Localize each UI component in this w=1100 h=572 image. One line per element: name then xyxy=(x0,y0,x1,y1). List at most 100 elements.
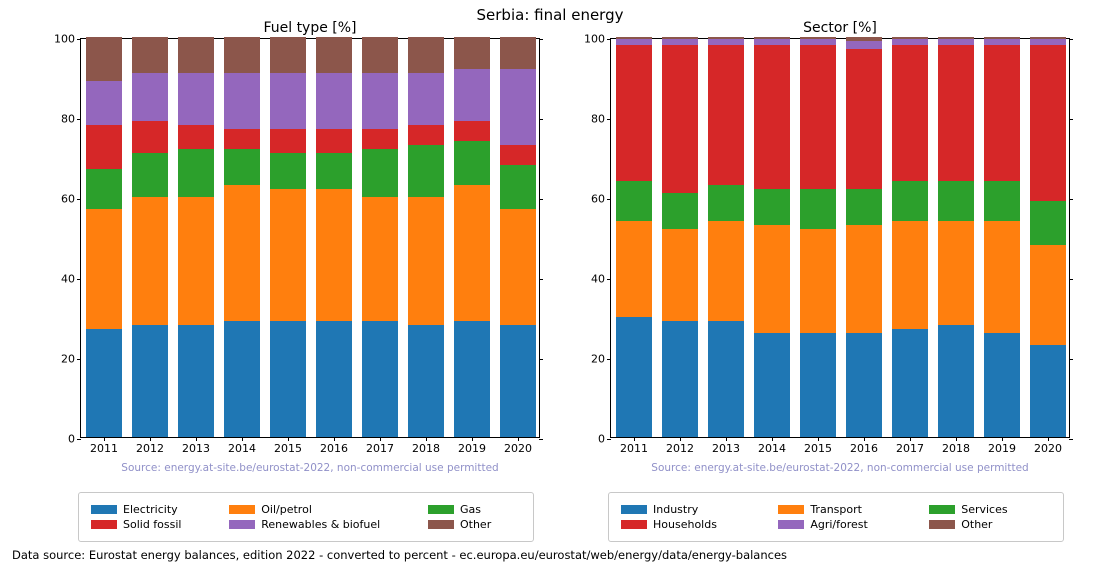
bar-segment xyxy=(500,209,536,325)
y-tick-mark xyxy=(539,119,543,120)
figure-footer: Data source: Eurostat energy balances, e… xyxy=(12,548,787,562)
bar-segment xyxy=(616,39,652,45)
y-tick-label: 40 xyxy=(43,273,75,286)
bar-segment xyxy=(500,165,536,209)
bar-segment xyxy=(846,41,882,49)
legend-swatch xyxy=(929,505,955,514)
bar-segment xyxy=(662,321,698,437)
bar-segment xyxy=(800,333,836,437)
bar-segment xyxy=(132,153,168,197)
x-tick-label: 2013 xyxy=(712,442,740,455)
x-tick-label: 2014 xyxy=(758,442,786,455)
bar-segment xyxy=(454,185,490,321)
legend-label: Agri/forest xyxy=(810,518,868,531)
bar-segment xyxy=(500,37,536,69)
bar-segment xyxy=(316,153,352,189)
bar-segment xyxy=(662,229,698,321)
panel-sector: Sector [%] 02040608010020112012201320142… xyxy=(610,38,1070,438)
bar-segment xyxy=(224,37,260,73)
bar-segment xyxy=(616,221,652,317)
legend-item: Other xyxy=(428,518,521,531)
bar-segment xyxy=(938,325,974,437)
y-tick-mark xyxy=(77,279,81,280)
y-tick-mark xyxy=(607,199,611,200)
bar-column xyxy=(938,39,974,437)
x-tick-label: 2011 xyxy=(620,442,648,455)
bar-segment xyxy=(800,229,836,333)
y-tick-mark xyxy=(607,119,611,120)
bar-segment xyxy=(316,37,352,73)
legend-item: Other xyxy=(929,518,1051,531)
legend-swatch xyxy=(91,505,117,514)
y-tick-mark xyxy=(77,119,81,120)
legend-swatch xyxy=(428,520,454,529)
y-tick-label: 60 xyxy=(43,193,75,206)
bar-segment xyxy=(408,197,444,325)
y-tick-label: 20 xyxy=(43,353,75,366)
bar-segment xyxy=(178,197,214,325)
panel-sector-source: Source: energy.at-site.be/eurostat-2022,… xyxy=(610,462,1070,474)
bar-segment xyxy=(224,129,260,149)
bar-segment xyxy=(892,37,928,39)
x-tick-mark xyxy=(426,437,427,441)
legend-item: Transport xyxy=(778,503,911,516)
x-tick-label: 2012 xyxy=(136,442,164,455)
bar-column xyxy=(316,39,352,437)
bar-segment xyxy=(1030,201,1066,245)
x-tick-label: 2012 xyxy=(666,442,694,455)
bar-segment xyxy=(454,321,490,437)
legend-label: Oil/petrol xyxy=(261,503,312,516)
bar-segment xyxy=(178,125,214,149)
bar-segment xyxy=(408,37,444,73)
bar-segment xyxy=(800,39,836,45)
bar-segment xyxy=(316,73,352,129)
y-tick-label: 40 xyxy=(573,273,605,286)
y-tick-mark xyxy=(539,359,543,360)
bar-column xyxy=(846,39,882,437)
legend-label: Other xyxy=(961,518,992,531)
bar-segment xyxy=(132,73,168,121)
legend-swatch xyxy=(929,520,955,529)
bar-segment xyxy=(178,37,214,73)
bar-segment xyxy=(616,181,652,221)
bar-segment xyxy=(892,181,928,221)
x-tick-mark xyxy=(334,437,335,441)
bar-segment xyxy=(1030,37,1066,39)
bar-segment xyxy=(938,37,974,39)
legend-swatch xyxy=(778,505,804,514)
panel-sector-bars xyxy=(611,39,1069,437)
x-tick-label: 2014 xyxy=(228,442,256,455)
legend-label: Services xyxy=(961,503,1007,516)
bar-segment xyxy=(892,329,928,437)
bar-segment xyxy=(1030,39,1066,45)
x-tick-mark xyxy=(956,437,957,441)
bar-segment xyxy=(224,149,260,185)
legend-label: Gas xyxy=(460,503,481,516)
x-tick-label: 2020 xyxy=(504,442,532,455)
bar-segment xyxy=(984,45,1020,181)
bar-segment xyxy=(892,45,928,181)
bar-segment xyxy=(938,45,974,181)
y-tick-label: 0 xyxy=(573,433,605,446)
x-tick-mark xyxy=(472,437,473,441)
panel-fuel: Fuel type [%] 02040608010020112012201320… xyxy=(80,38,540,438)
bar-column xyxy=(754,39,790,437)
legend-swatch xyxy=(621,505,647,514)
bar-segment xyxy=(616,45,652,181)
y-tick-label: 100 xyxy=(573,33,605,46)
bar-segment xyxy=(316,321,352,437)
x-tick-label: 2019 xyxy=(458,442,486,455)
bar-column xyxy=(224,39,260,437)
bar-segment xyxy=(454,121,490,141)
y-tick-mark xyxy=(607,279,611,280)
x-tick-mark xyxy=(726,437,727,441)
bar-segment xyxy=(178,149,214,197)
bar-segment xyxy=(984,333,1020,437)
legend-swatch xyxy=(621,520,647,529)
x-tick-label: 2019 xyxy=(988,442,1016,455)
bar-segment xyxy=(984,39,1020,45)
bar-column xyxy=(500,39,536,437)
bar-segment xyxy=(662,193,698,229)
bar-segment xyxy=(362,321,398,437)
x-tick-mark xyxy=(818,437,819,441)
